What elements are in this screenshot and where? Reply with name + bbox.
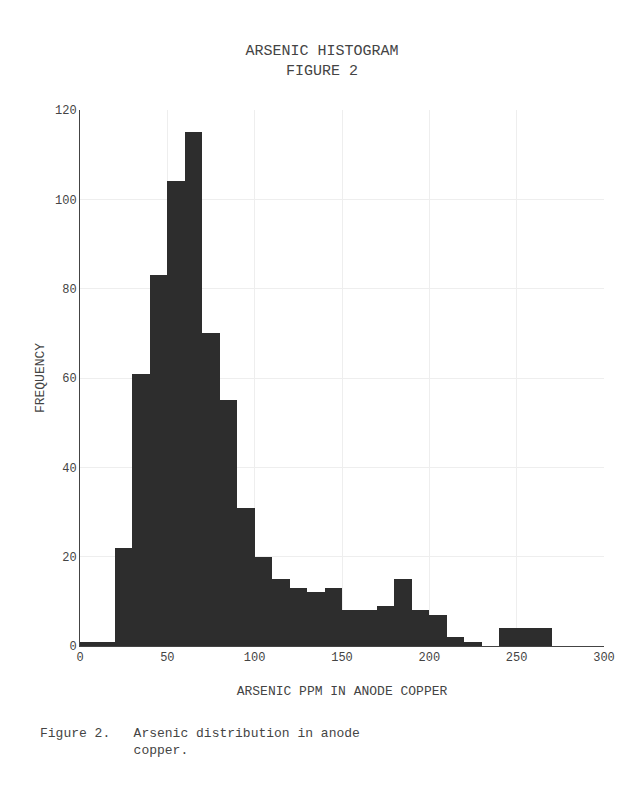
svg-text:FREQUENCY: FREQUENCY — [33, 343, 48, 413]
svg-text:0: 0 — [69, 640, 76, 654]
svg-text:40: 40 — [62, 462, 76, 476]
svg-text:ARSENIC PPM IN ANODE COPPER: ARSENIC PPM IN ANODE COPPER — [237, 684, 448, 699]
svg-text:100: 100 — [244, 651, 266, 665]
svg-text:120: 120 — [55, 104, 77, 118]
svg-text:Figure 2. Arsenic distributi: Figure 2. Arsenic distribution in anode … — [40, 726, 360, 758]
svg-text:300: 300 — [593, 651, 615, 665]
svg-text:100: 100 — [55, 194, 77, 208]
svg-text:150: 150 — [331, 651, 353, 665]
svg-text:80: 80 — [62, 283, 76, 297]
svg-text:200: 200 — [419, 651, 441, 665]
svg-text:250: 250 — [506, 651, 528, 665]
svg-text:60: 60 — [62, 372, 76, 386]
svg-text:50: 50 — [160, 651, 174, 665]
svg-text:0: 0 — [76, 651, 83, 665]
svg-text:20: 20 — [62, 551, 76, 565]
svg-text:ARSENIC HISTOGRAMFIGURE 2: ARSENIC HISTOGRAMFIGURE 2 — [245, 43, 398, 80]
